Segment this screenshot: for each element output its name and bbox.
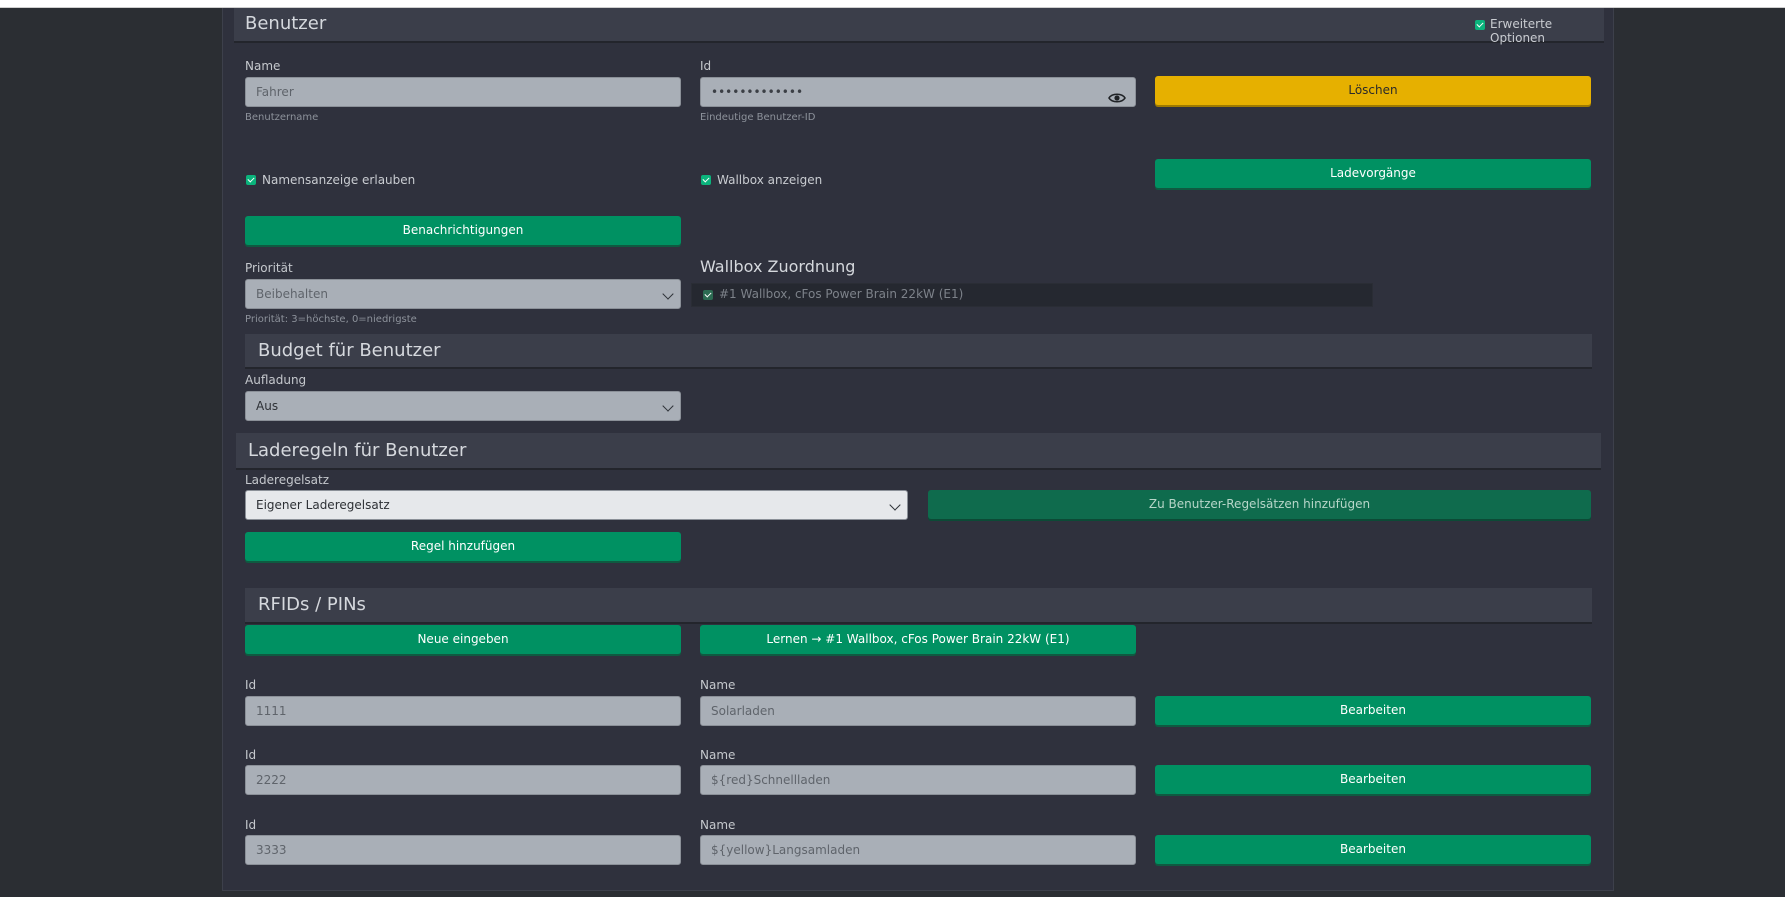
wallbox-assignment-title: Wallbox Zuordnung bbox=[700, 257, 856, 276]
rfid-edit-button[interactable]: Bearbeiten bbox=[1155, 835, 1591, 864]
show-wallbox-checkbox[interactable] bbox=[701, 175, 711, 185]
rules-section-header: Laderegeln für Benutzer bbox=[236, 433, 1601, 470]
add-to-user-rulesets-button[interactable]: Zu Benutzer-Regelsätzen hinzufügen bbox=[928, 490, 1591, 519]
budget-section-header: Budget für Benutzer bbox=[245, 334, 1592, 369]
id-label: Id bbox=[700, 59, 712, 73]
eye-icon[interactable] bbox=[1108, 86, 1126, 114]
allow-name-display-checkbox[interactable] bbox=[246, 175, 256, 185]
learn-rfid-button[interactable]: Lernen → #1 Wallbox, cFos Power Brain 22… bbox=[700, 625, 1136, 654]
rfid-id-label: Id bbox=[245, 818, 257, 832]
delete-button[interactable]: Löschen bbox=[1155, 76, 1591, 105]
chevron-down-icon bbox=[889, 499, 901, 511]
rfid-id-label: Id bbox=[245, 748, 257, 762]
charge-label: Aufladung bbox=[245, 373, 307, 387]
priority-select[interactable]: Beibehalten bbox=[245, 279, 681, 309]
charging-sessions-button[interactable]: Ladevorgänge bbox=[1155, 159, 1591, 188]
rules-section-title: Laderegeln für Benutzer bbox=[248, 440, 467, 461]
budget-section-title: Budget für Benutzer bbox=[258, 340, 441, 361]
name-label: Name bbox=[245, 59, 281, 73]
rfid-name-label: Name bbox=[700, 818, 736, 832]
chevron-down-icon bbox=[662, 400, 674, 412]
id-value: ••••••••••••• bbox=[711, 85, 804, 99]
charge-select[interactable]: Aus bbox=[245, 391, 681, 421]
rfid-name-input[interactable]: ${yellow}Langsamladen bbox=[700, 835, 1136, 865]
wallbox-assignment-checkbox[interactable] bbox=[703, 290, 713, 300]
rfid-name-input[interactable]: Solarladen bbox=[700, 696, 1136, 726]
rfid-name-input[interactable]: ${red}Schnellladen bbox=[700, 765, 1136, 795]
rfid-id-input[interactable]: 2222 bbox=[245, 765, 681, 795]
ruleset-label: Laderegelsatz bbox=[245, 473, 330, 487]
wallbox-assignment-label[interactable]: #1 Wallbox, cFos Power Brain 22kW (E1) bbox=[719, 287, 964, 301]
priority-label: Priorität bbox=[245, 261, 293, 275]
name-hint: Benutzername bbox=[245, 112, 319, 123]
rfid-section-title: RFIDs / PINs bbox=[258, 594, 366, 615]
show-wallbox-label[interactable]: Wallbox anzeigen bbox=[717, 173, 823, 187]
add-rule-button[interactable]: Regel hinzufügen bbox=[245, 532, 681, 561]
rfid-section-header: RFIDs / PINs bbox=[245, 588, 1592, 624]
ruleset-value: Eigener Laderegelsatz bbox=[256, 498, 390, 512]
advanced-options-checkbox[interactable] bbox=[1475, 20, 1485, 30]
user-settings-panel: Benutzer Erweiterte Optionen Name Fahrer… bbox=[222, 8, 1614, 891]
priority-hint: Priorität: 3=höchste, 0=niedrigste bbox=[245, 314, 417, 325]
id-input[interactable]: ••••••••••••• bbox=[700, 77, 1136, 107]
wallbox-assignment-row[interactable]: #1 Wallbox, cFos Power Brain 22kW (E1) bbox=[691, 283, 1373, 307]
user-section-header: Benutzer Erweiterte Optionen bbox=[234, 8, 1604, 45]
rfid-edit-button[interactable]: Bearbeiten bbox=[1155, 765, 1591, 794]
rfid-name-label: Name bbox=[700, 748, 736, 762]
rfid-edit-button[interactable]: Bearbeiten bbox=[1155, 696, 1591, 725]
id-hint: Eindeutige Benutzer-ID bbox=[700, 112, 816, 123]
charge-value: Aus bbox=[256, 399, 279, 413]
rfid-id-input[interactable]: 1111 bbox=[245, 696, 681, 726]
ruleset-select[interactable]: Eigener Laderegelsatz bbox=[245, 490, 908, 520]
name-input[interactable]: Fahrer bbox=[245, 77, 681, 107]
priority-value: Beibehalten bbox=[256, 287, 328, 301]
browser-top-strip bbox=[0, 0, 1785, 8]
allow-name-display-label[interactable]: Namensanzeige erlauben bbox=[262, 173, 416, 187]
rfid-name-label: Name bbox=[700, 678, 736, 692]
advanced-options-label[interactable]: Erweiterte Optionen bbox=[1490, 17, 1553, 45]
rfid-id-input[interactable]: 3333 bbox=[245, 835, 681, 865]
user-section-title: Benutzer bbox=[245, 13, 327, 34]
new-rfid-button[interactable]: Neue eingeben bbox=[245, 625, 681, 654]
notifications-button[interactable]: Benachrichtigungen bbox=[245, 216, 681, 245]
rfid-id-label: Id bbox=[245, 678, 257, 692]
chevron-down-icon bbox=[662, 288, 674, 300]
